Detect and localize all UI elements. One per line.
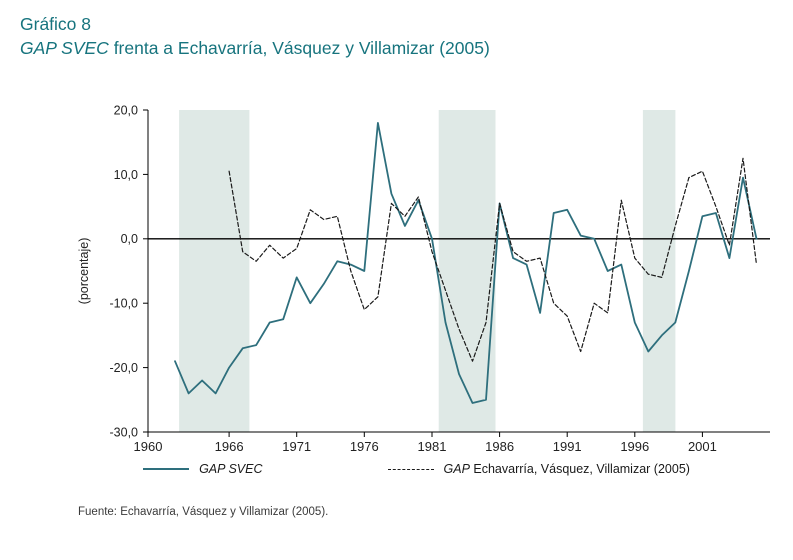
legend-label-gap-evv: GAP Echavarría, Vásquez, Villamizar (200… <box>444 462 690 476</box>
dashed-line-sample <box>387 468 434 470</box>
x-tick-label: 1966 <box>215 439 244 454</box>
x-tick-label: 1991 <box>553 439 582 454</box>
source-note: Fuente: Echavarría, Vásquez y Villamizar… <box>78 506 329 518</box>
x-tick-label: 1996 <box>620 439 649 454</box>
solid-line-sample <box>143 468 190 470</box>
x-tick-label: 1986 <box>485 439 514 454</box>
legend: GAP SVEC GAP Echavarría, Vásquez, Villam… <box>0 462 793 476</box>
x-tick-label: 1976 <box>350 439 379 454</box>
shaded-band <box>179 110 250 432</box>
chart-title-rest: frenta a Echavarría, Vásquez y Villamiza… <box>108 38 490 58</box>
series-dashed <box>228 157 758 362</box>
shaded-band <box>438 110 496 432</box>
y-tick-label: -30,0 <box>110 425 139 439</box>
chart-title: GAP SVEC frenta a Echavarría, Vásquez y … <box>20 36 490 60</box>
shaded-band <box>642 110 676 432</box>
x-tick-label: 1971 <box>282 439 311 454</box>
chart-number: Gráfico 8 <box>20 14 91 34</box>
y-tick-label: -10,0 <box>110 297 139 311</box>
x-tick-label: 1981 <box>418 439 447 454</box>
legend-label-italic: GAP <box>443 462 470 476</box>
y-tick-label: 10,0 <box>114 168 138 182</box>
legend-item-gap-svec: GAP SVEC <box>143 462 263 476</box>
y-tick-label: 20,0 <box>114 103 138 117</box>
x-tick-label: 2001 <box>688 439 717 454</box>
y-tick-label: -20,0 <box>110 361 139 375</box>
chart-title-block: Gráfico 8 GAP SVEC frenta a Echavarría, … <box>20 12 490 60</box>
legend-label-rest: Echavarría, Vásquez, Villamizar (2005) <box>469 462 690 476</box>
x-tick-label: 1960 <box>134 439 163 454</box>
legend-item-gap-evv: GAP Echavarría, Vásquez, Villamizar (200… <box>387 462 690 476</box>
legend-label-italic: GAP SVEC <box>199 462 263 476</box>
legend-label-gap-svec: GAP SVEC <box>199 462 262 476</box>
series-solid <box>174 122 758 404</box>
y-tick-label: 0,0 <box>121 232 138 246</box>
chart-title-italic: GAP SVEC <box>20 38 109 58</box>
y-axis-title: (porcentaje) <box>77 238 91 305</box>
